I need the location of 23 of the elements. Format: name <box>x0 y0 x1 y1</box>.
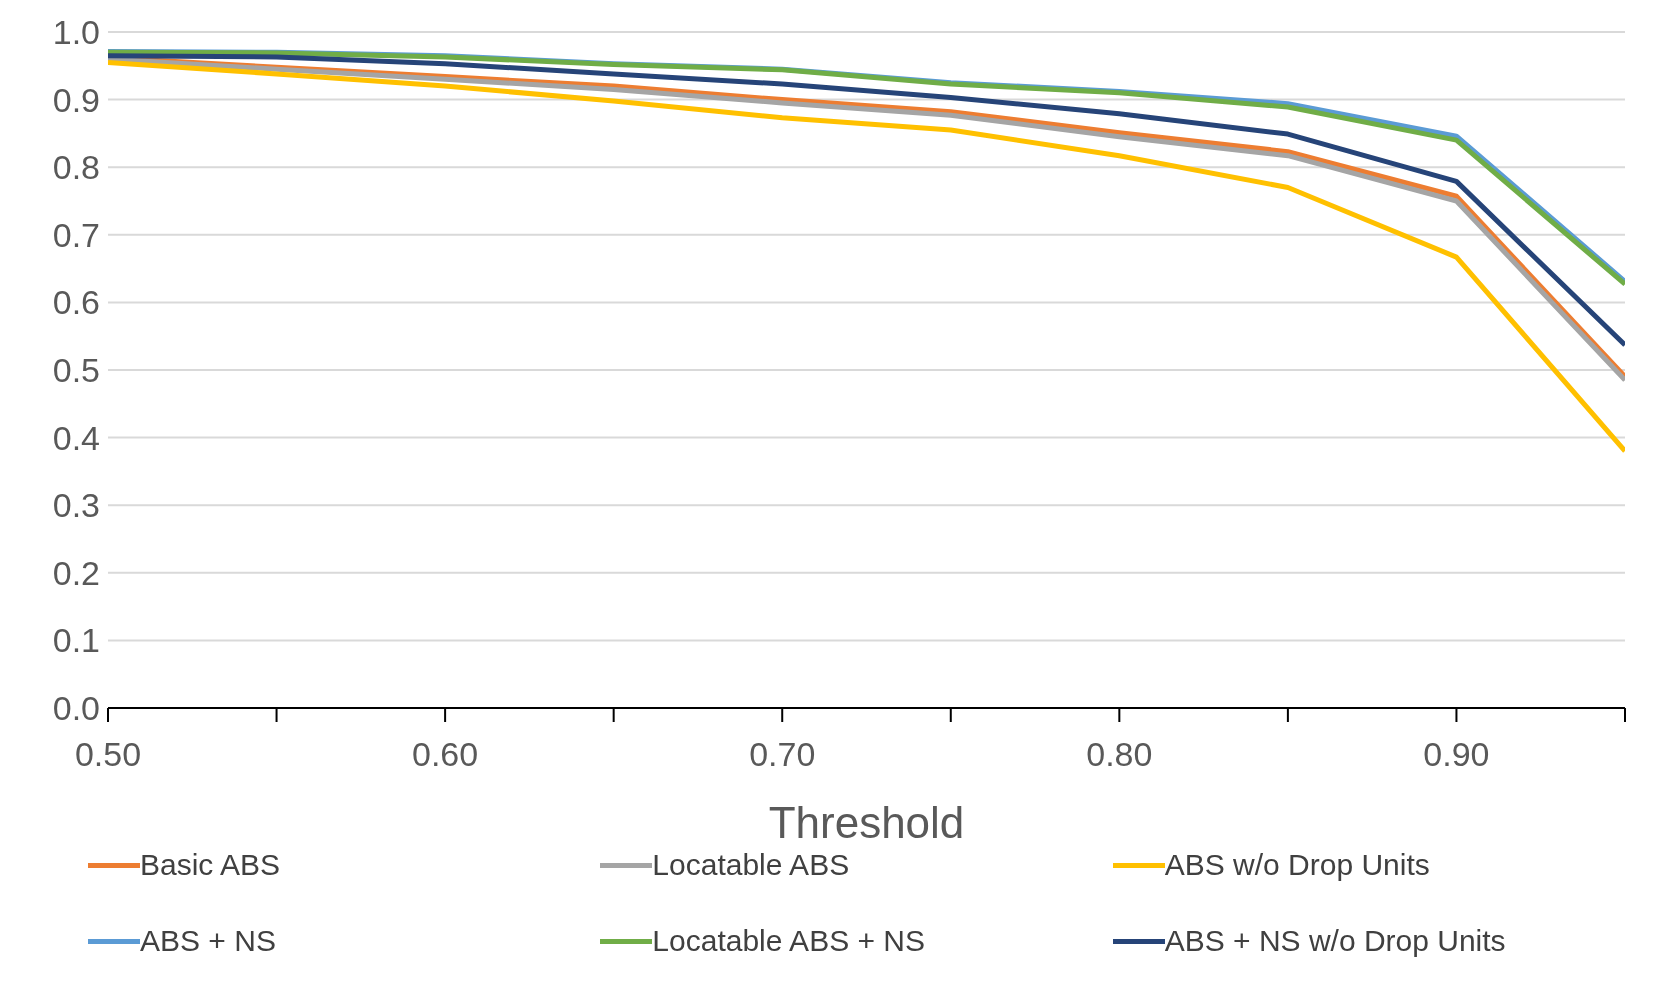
y-tick-label: 1.0 <box>52 13 100 52</box>
y-tick-label: 0.6 <box>52 283 100 322</box>
y-tick-label: 0.4 <box>52 418 100 457</box>
y-tick-label: 0.9 <box>52 80 100 119</box>
y-tick-label: 0.8 <box>52 148 100 187</box>
y-tick-label: 0.3 <box>52 486 100 525</box>
y-tick-label: 0.5 <box>52 351 100 390</box>
legend-label: Basic ABS <box>140 848 281 882</box>
y-tick-label: 0.2 <box>52 553 100 592</box>
y-tick-label: 0.7 <box>52 215 100 254</box>
x-tick-label: 0.90 <box>1423 735 1490 774</box>
x-axis-title: Threshold <box>768 798 965 847</box>
x-tick-label: 0.60 <box>412 735 479 774</box>
legend-label: ABS w/o Drop Units <box>1164 848 1430 882</box>
legend-label: Locatable ABS + NS <box>652 924 926 958</box>
y-tick-label: 0.0 <box>52 689 100 728</box>
legend-label: ABS + NS <box>140 924 276 958</box>
x-tick-label: 0.80 <box>1086 735 1153 774</box>
y-tick-label: 0.1 <box>52 621 100 660</box>
legend-label: Locatable ABS <box>652 848 850 882</box>
x-tick-label: 0.70 <box>749 735 816 774</box>
x-tick-label: 0.50 <box>74 735 142 774</box>
legend-label: ABS + NS w/o Drop Units <box>1164 924 1506 958</box>
